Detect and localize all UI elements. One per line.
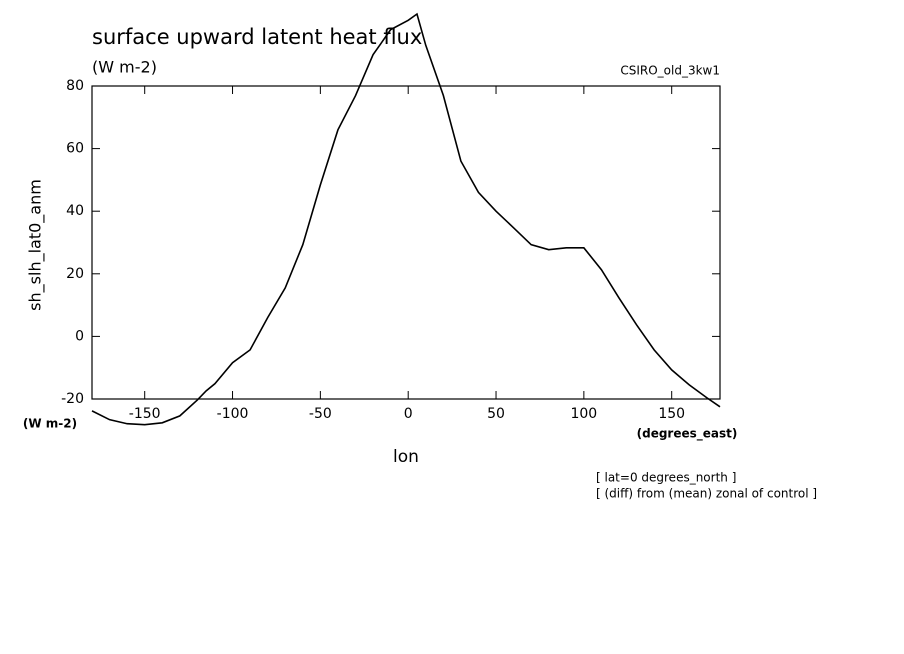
x-tick-label: 0 [404, 406, 413, 422]
annotation: [ (diff) from (mean) zonal of control ] [596, 487, 817, 501]
x-axis-label: lon [393, 447, 419, 467]
chart-subtitle: (W m-2) [92, 58, 157, 77]
x-units: (degrees_east) [637, 427, 738, 442]
y-tick-label: 40 [66, 203, 84, 219]
chart-title: surface upward latent heat flux [92, 25, 422, 49]
y-units: (W m-2) [23, 417, 77, 431]
x-tick-label: 50 [487, 406, 505, 422]
y-tick-label: -20 [61, 391, 84, 407]
x-tick-label: -100 [217, 406, 249, 422]
y-tick-label: 0 [75, 328, 84, 344]
data-line [91, 12, 721, 426]
annotation: [ lat=0 degrees_north ] [596, 471, 736, 485]
x-tick-label: 100 [570, 406, 597, 422]
y-axis-label: sh_slh_lat0_anm [26, 179, 46, 311]
y-tick-label: 20 [66, 266, 84, 282]
model-label: CSIRO_old_3kw1 [620, 64, 720, 78]
x-tick-label: -50 [309, 406, 332, 422]
plot-frame [91, 85, 721, 400]
x-tick-label: 150 [658, 406, 685, 422]
y-tick-label: 80 [66, 78, 84, 94]
x-tick-label: -150 [129, 406, 161, 422]
y-tick-label: 60 [66, 141, 84, 157]
